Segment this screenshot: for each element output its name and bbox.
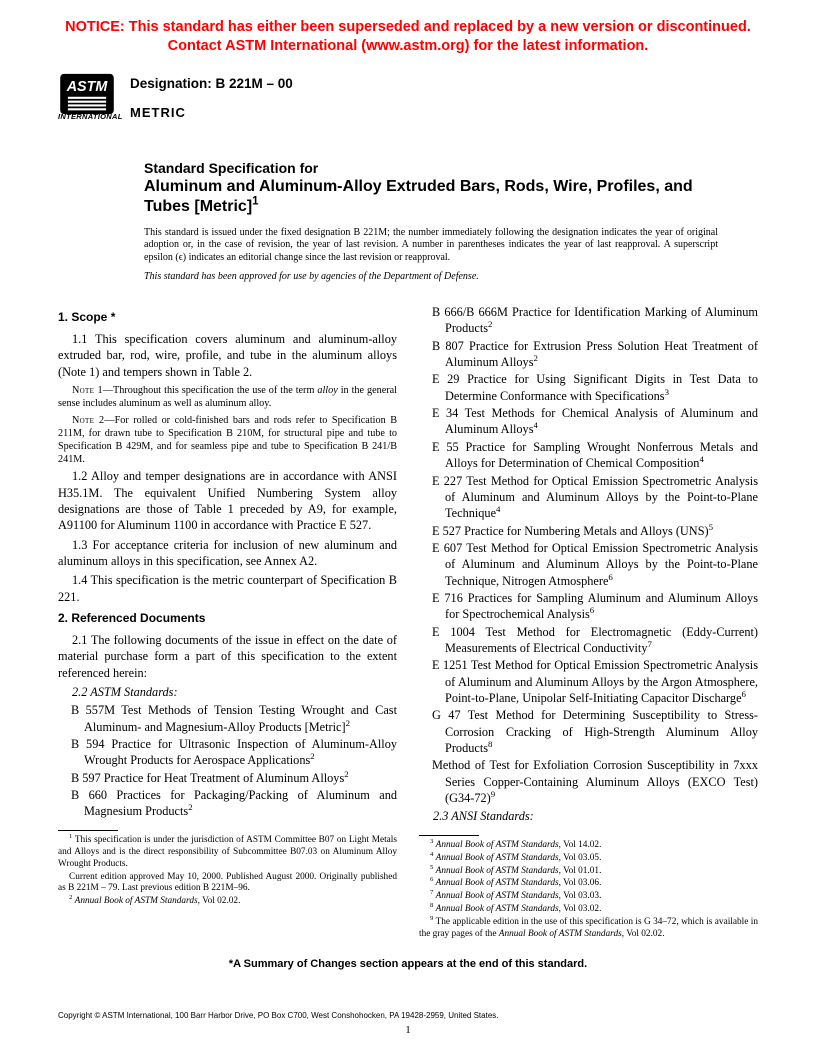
footnote: 2 Annual Book of ASTM Standards, Vol 02.…	[58, 896, 397, 908]
footnote: 3 Annual Book of ASTM Standards, Vol 14.…	[419, 840, 758, 852]
reference-item: E 55 Practice for Sampling Wrought Nonfe…	[419, 439, 758, 472]
title-prefix: Standard Specification for	[144, 160, 728, 176]
astm-logo: ASTM INTERNATIONAL	[58, 72, 116, 117]
para-1-3: 1.3 For acceptance criteria for inclusio…	[58, 537, 397, 570]
section-2-heading: 2. Referenced Documents	[58, 611, 397, 627]
footnote: 1 This specification is under the jurisd…	[58, 835, 397, 871]
reference-item: E 527 Practice for Numbering Metals and …	[419, 523, 758, 539]
body-columns: 1. Scope * 1.1 This specification covers…	[58, 304, 758, 942]
page-number: 1	[0, 1024, 816, 1036]
reference-item: E 716 Practices for Sampling Aluminum an…	[419, 590, 758, 623]
copyright-line: Copyright © ASTM International, 100 Barr…	[58, 1011, 499, 1020]
svg-text:ASTM: ASTM	[66, 79, 109, 95]
reference-item: E 607 Test Method for Optical Emission S…	[419, 540, 758, 589]
footnote: 8 Annual Book of ASTM Standards, Vol 03.…	[419, 904, 758, 916]
document-header: ASTM INTERNATIONAL Designation: B 221M –…	[58, 72, 758, 120]
reference-item: E 1004 Test Method for Electromagnetic (…	[419, 624, 758, 657]
footnote: 9 The applicable edition in the use of t…	[419, 917, 758, 941]
para-1-4: 1.4 This specification is the metric cou…	[58, 572, 397, 605]
reference-list-right: B 666/B 666M Practice for Identification…	[419, 304, 758, 806]
section-1-heading: 1. Scope *	[58, 310, 397, 326]
reference-item: E 1251 Test Method for Optical Emission …	[419, 657, 758, 706]
footnotes-right: 3 Annual Book of ASTM Standards, Vol 14.…	[419, 840, 758, 941]
note-2: Note 2—For rolled or cold-finished bars …	[58, 414, 397, 466]
reference-item: E 34 Test Methods for Chemical Analysis …	[419, 405, 758, 438]
reference-list-left: B 557M Test Methods of Tension Testing W…	[58, 702, 397, 819]
reference-item: Method of Test for Exfoliation Corrosion…	[419, 757, 758, 806]
title-main: Aluminum and Aluminum-Alloy Extruded Bar…	[144, 177, 728, 217]
reference-item: B 666/B 666M Practice for Identification…	[419, 304, 758, 337]
ansi-standards-label: 2.3 ANSI Standards:	[419, 808, 758, 824]
para-1-2: 1.2 Alloy and temper designations are in…	[58, 468, 397, 533]
reference-item: B 660 Practices for Packaging/Packing of…	[58, 787, 397, 820]
footnote: 5 Annual Book of ASTM Standards, Vol 01.…	[419, 866, 758, 878]
para-1-1: 1.1 This specification covers aluminum a…	[58, 331, 397, 380]
metric-label: METRIC	[130, 105, 293, 120]
note-1: Note 1—Throughout this specification the…	[58, 384, 397, 410]
reference-item: B 807 Practice for Extrusion Press Solut…	[419, 338, 758, 371]
footnote: 7 Annual Book of ASTM Standards, Vol 03.…	[419, 891, 758, 903]
reference-item: E 227 Test Method for Optical Emission S…	[419, 473, 758, 522]
footnote-separator-left	[58, 830, 118, 831]
reference-item: B 597 Practice for Heat Treatment of Alu…	[58, 770, 397, 786]
reference-item: B 594 Practice for Ultrasonic Inspection…	[58, 736, 397, 769]
footnote: Current edition approved May 10, 2000. P…	[58, 872, 397, 896]
notice-line1: NOTICE: This standard has either been su…	[65, 19, 751, 35]
footnote: 6 Annual Book of ASTM Standards, Vol 03.…	[419, 878, 758, 890]
reference-item: E 29 Practice for Using Significant Digi…	[419, 371, 758, 404]
dod-note: This standard has been approved for use …	[144, 271, 718, 282]
footnote-separator-right	[419, 835, 479, 836]
reference-item: B 557M Test Methods of Tension Testing W…	[58, 702, 397, 735]
title-block: Standard Specification for Aluminum and …	[144, 160, 728, 217]
designation-line: Designation: B 221M – 00	[130, 76, 293, 91]
footnote: 4 Annual Book of ASTM Standards, Vol 03.…	[419, 853, 758, 865]
notice-banner: NOTICE: This standard has either been su…	[58, 18, 758, 56]
footnotes-left: 1 This specification is under the jurisd…	[58, 835, 397, 908]
changes-summary-note: *A Summary of Changes section appears at…	[58, 958, 758, 970]
reference-item: G 47 Test Method for Determining Suscept…	[419, 707, 758, 756]
notice-line2: Contact ASTM International (www.astm.org…	[168, 38, 649, 54]
para-2-1: 2.1 The following documents of the issue…	[58, 632, 397, 681]
issuance-note: This standard is issued under the fixed …	[144, 227, 718, 265]
astm-standards-label: 2.2 ASTM Standards:	[58, 684, 397, 700]
